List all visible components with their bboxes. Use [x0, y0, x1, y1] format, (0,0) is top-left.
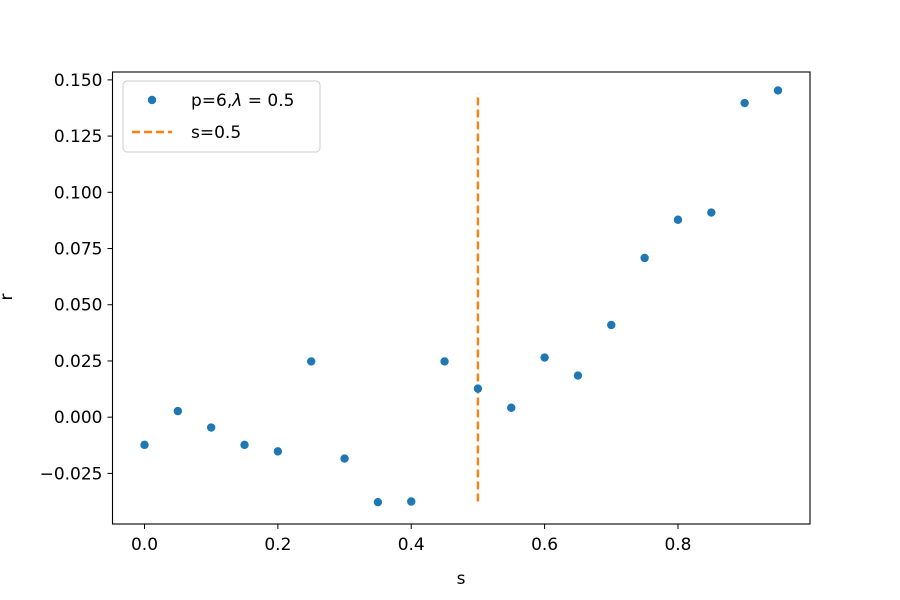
y-tick-label: 0.075 [54, 240, 103, 260]
legend-box [122, 80, 321, 153]
x-axis-label: s [457, 569, 466, 589]
data-point [640, 253, 649, 263]
legend-label-points-prefix: p=6, [191, 91, 232, 111]
data-point [573, 371, 583, 380]
data-point [773, 86, 783, 95]
y-tick-label: 0.125 [54, 127, 103, 147]
data-point [340, 454, 349, 463]
legend-label-points: p=6,λ = 0.5 [191, 91, 294, 111]
plot-area-frame [111, 71, 811, 525]
y-tick-label: −0.025 [40, 464, 103, 484]
data-point [373, 497, 383, 507]
x-tick-label: 0.6 [531, 535, 558, 555]
y-tick-label: 0.150 [54, 71, 103, 91]
data-point [206, 423, 216, 432]
x-tick-label: 0.4 [398, 535, 425, 555]
x-tick-label: 0.0 [131, 535, 158, 555]
data-point [140, 440, 149, 450]
legend: p=6,λ = 0.5 s=0.5 [122, 80, 321, 153]
y-axis: −0.025 0.000 0.025 0.050 0.075 0.100 0.125 0.15… [40, 71, 113, 484]
y-tick-label: 0.050 [54, 296, 103, 316]
legend-label-vline: s=0.5 [191, 123, 241, 143]
data-point [173, 406, 183, 416]
legend-label-points-lambda: λ [231, 91, 242, 111]
data-point [440, 357, 449, 366]
y-tick-label: 0.100 [54, 183, 103, 203]
data-point [740, 98, 749, 108]
data-point [607, 320, 616, 330]
y-tick-label: 0.025 [54, 352, 103, 372]
data-point [540, 353, 549, 362]
data-point [707, 208, 716, 217]
data-point [407, 497, 416, 506]
legend-label-points-suffix: = 0.5 [242, 91, 294, 111]
data-point [307, 357, 316, 366]
data-point [507, 403, 516, 412]
data-point [273, 447, 283, 456]
data-point [673, 215, 683, 224]
y-axis-label: r [0, 294, 17, 301]
y-tick-label: 0.000 [54, 408, 103, 428]
legend-marker-points [147, 95, 157, 105]
x-axis: 0.0 0.2 0.4 0.6 0.8 [131, 524, 691, 555]
data-point [240, 440, 249, 450]
x-tick-label: 0.8 [664, 535, 691, 555]
x-tick-label: 0.2 [264, 535, 291, 555]
data-point [473, 384, 483, 393]
